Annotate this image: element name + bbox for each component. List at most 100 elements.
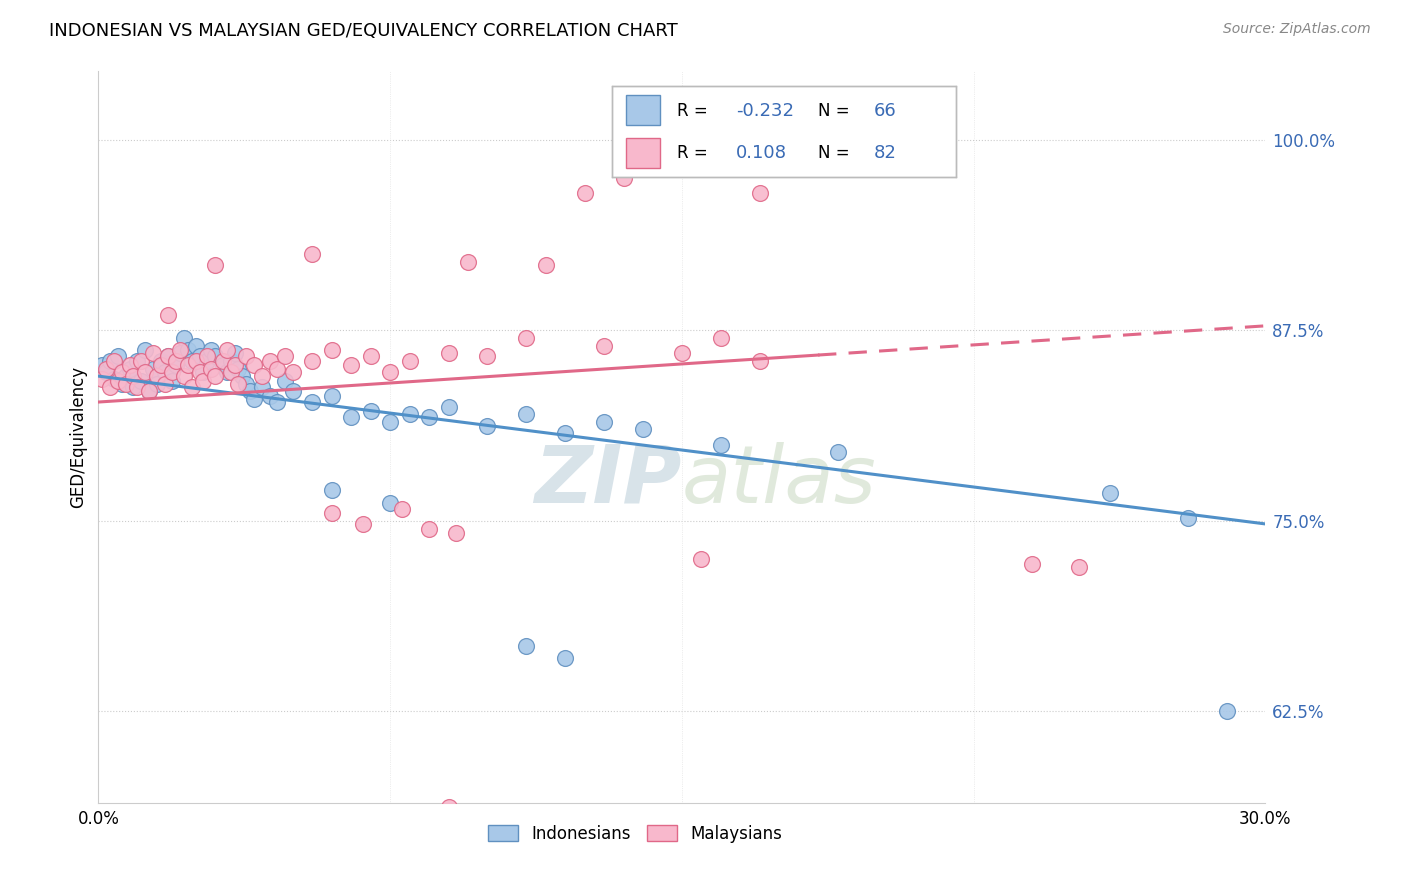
Point xyxy=(204,349,226,363)
Point xyxy=(149,354,172,368)
Point xyxy=(231,369,253,384)
Point xyxy=(157,308,180,322)
Point xyxy=(114,369,136,384)
Point xyxy=(593,338,616,352)
Point xyxy=(418,410,440,425)
Point xyxy=(593,415,616,429)
Point xyxy=(235,349,257,363)
Point xyxy=(437,346,460,360)
Point xyxy=(243,392,266,406)
Point xyxy=(710,438,733,452)
Point xyxy=(157,349,180,363)
Point xyxy=(195,354,218,368)
Point xyxy=(122,369,145,384)
Point xyxy=(212,354,235,368)
Point xyxy=(127,354,149,368)
Point xyxy=(398,354,420,368)
Point xyxy=(391,501,413,516)
Point xyxy=(340,359,363,373)
Point xyxy=(107,374,129,388)
Point xyxy=(96,365,118,379)
Point xyxy=(301,247,323,261)
Point xyxy=(477,349,499,363)
Point xyxy=(301,395,323,409)
Point xyxy=(142,361,165,376)
Point xyxy=(184,338,207,352)
Point xyxy=(157,349,180,363)
Point xyxy=(107,349,129,363)
Point xyxy=(613,171,636,186)
Point xyxy=(748,186,770,201)
Point xyxy=(169,343,191,358)
Point xyxy=(534,258,557,272)
Point xyxy=(515,407,537,421)
Point xyxy=(301,354,323,368)
Point xyxy=(204,258,226,272)
Point xyxy=(1215,704,1237,718)
Point xyxy=(352,516,374,531)
Point xyxy=(574,186,596,201)
Point xyxy=(200,343,222,358)
Point xyxy=(138,384,160,399)
Point xyxy=(243,359,266,373)
Point xyxy=(134,365,156,379)
Point xyxy=(321,483,343,498)
Point xyxy=(111,376,134,391)
Point xyxy=(321,389,343,403)
Point xyxy=(266,395,288,409)
Point xyxy=(188,349,211,363)
Point xyxy=(165,834,187,848)
Point xyxy=(98,380,121,394)
Text: ZIP: ZIP xyxy=(534,442,682,520)
Point xyxy=(631,422,654,436)
Point xyxy=(250,369,273,384)
Point xyxy=(98,354,121,368)
Y-axis label: GED/Equivalency: GED/Equivalency xyxy=(69,366,87,508)
Point xyxy=(204,369,226,384)
Point xyxy=(380,495,402,509)
Point xyxy=(212,359,235,373)
Point xyxy=(554,425,576,440)
Point xyxy=(228,376,250,391)
Point xyxy=(250,380,273,394)
Point xyxy=(259,389,281,403)
Point xyxy=(180,354,202,368)
Point xyxy=(193,374,215,388)
Point xyxy=(437,400,460,414)
Point xyxy=(671,346,693,360)
Point xyxy=(321,506,343,520)
Point xyxy=(748,354,770,368)
Point xyxy=(127,380,149,394)
Point xyxy=(380,415,402,429)
Text: atlas: atlas xyxy=(682,442,877,520)
Point xyxy=(173,369,195,384)
Point xyxy=(228,361,250,376)
Point xyxy=(827,445,849,459)
Point xyxy=(91,359,114,373)
Point xyxy=(169,346,191,360)
Point xyxy=(122,380,145,394)
Point xyxy=(129,354,152,368)
Point xyxy=(162,365,184,379)
Point xyxy=(162,374,184,388)
Point xyxy=(215,365,238,379)
Point xyxy=(153,376,176,391)
Legend: Indonesians, Malaysians: Indonesians, Malaysians xyxy=(481,818,789,849)
Point xyxy=(239,384,262,399)
Point xyxy=(477,419,499,434)
Point xyxy=(177,359,200,373)
Point xyxy=(274,374,297,388)
Point xyxy=(184,354,207,368)
Point xyxy=(321,343,343,358)
Point xyxy=(118,361,141,376)
Point xyxy=(129,374,152,388)
Point xyxy=(259,354,281,368)
Point xyxy=(173,331,195,345)
Point xyxy=(266,361,288,376)
Point xyxy=(418,521,440,535)
Point xyxy=(360,349,382,363)
Point xyxy=(134,343,156,358)
Point xyxy=(281,365,304,379)
Point xyxy=(153,365,176,379)
Point xyxy=(195,349,218,363)
